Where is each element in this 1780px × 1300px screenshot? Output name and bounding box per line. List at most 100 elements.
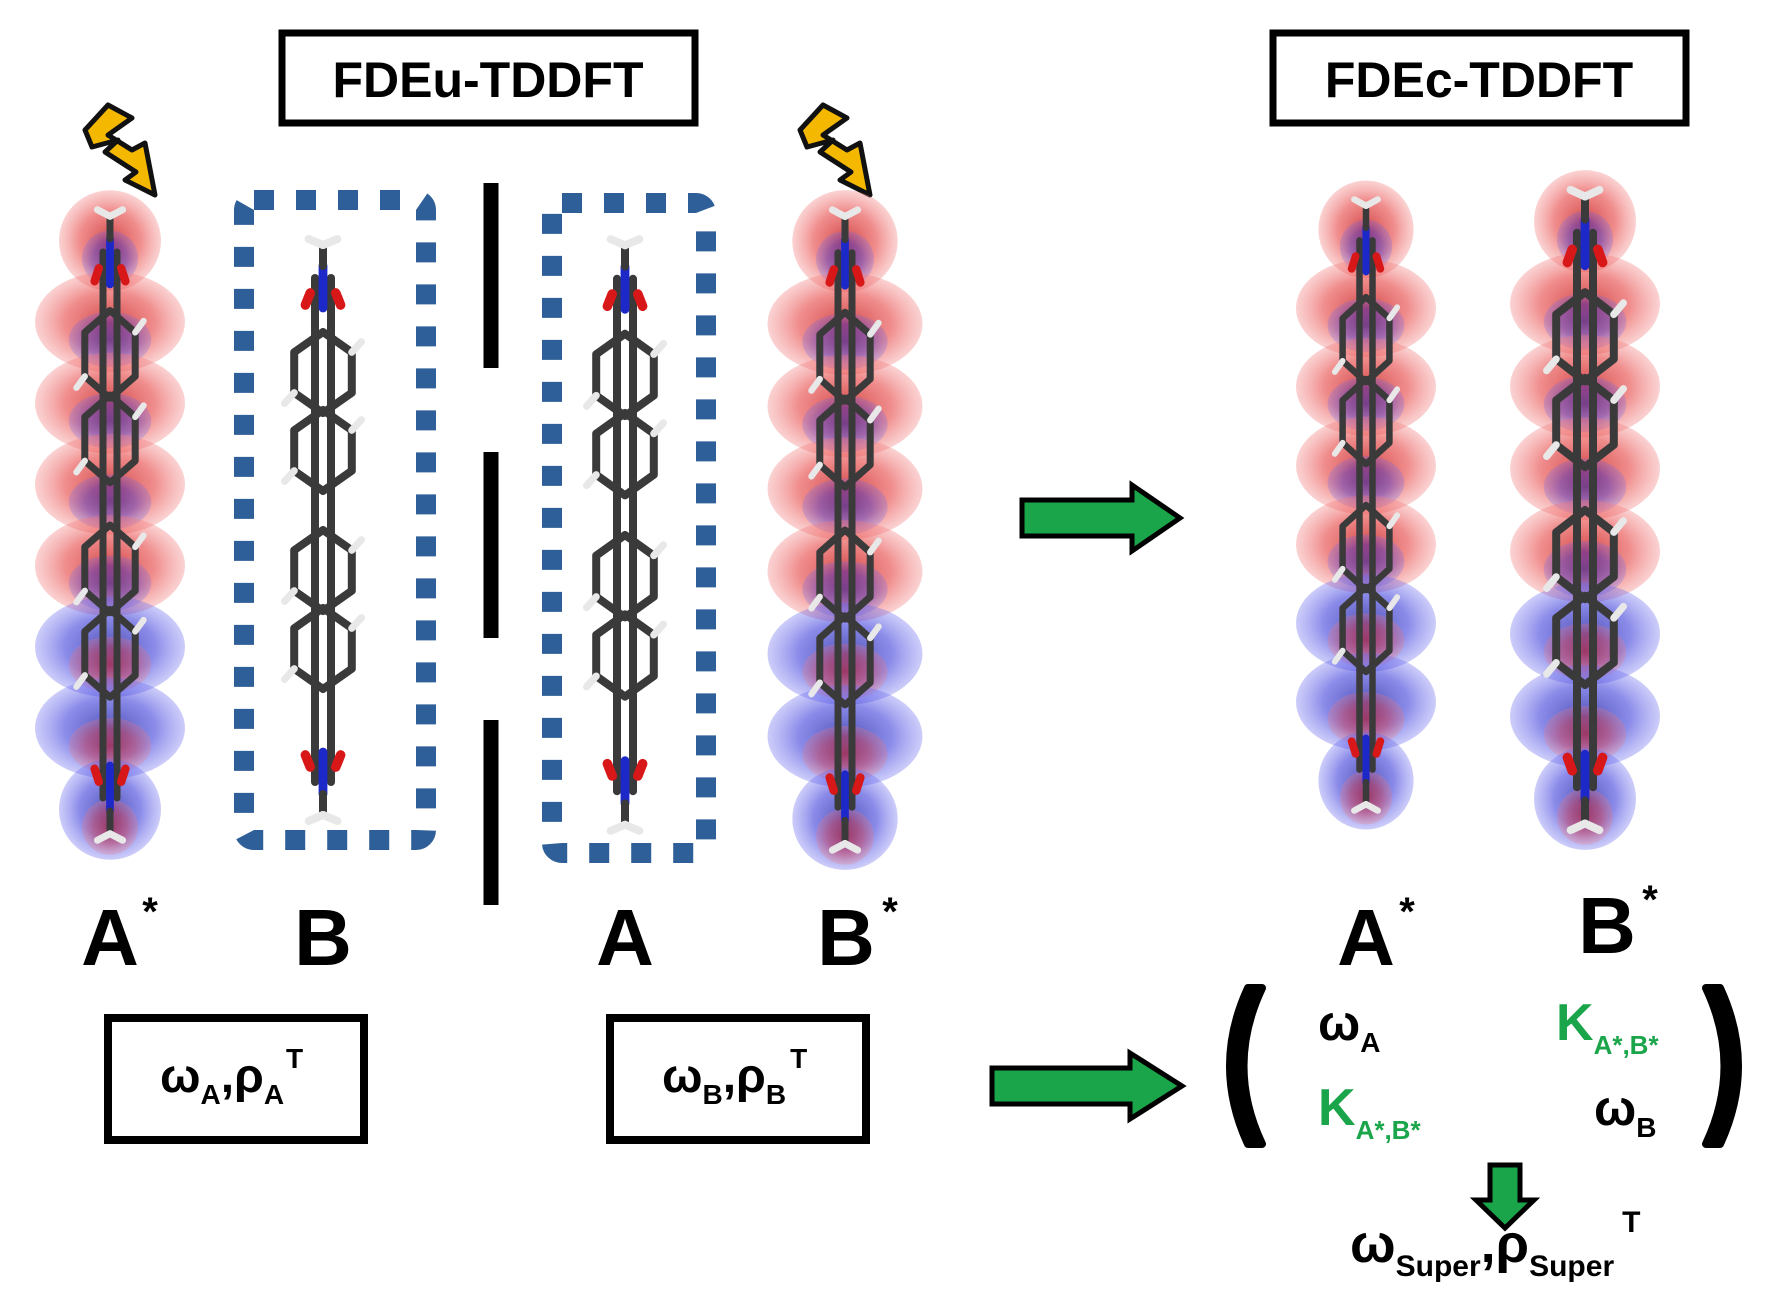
oxygen-atom [852, 773, 865, 795]
hydrogen-atom [1362, 196, 1381, 209]
carbon-ring [290, 328, 356, 417]
hydrogen-atom [1386, 512, 1401, 530]
density-lobe-negative [1543, 458, 1627, 515]
super-result: ωSuper,ρSuperT [1350, 1206, 1640, 1283]
hydrogen-atom [73, 587, 88, 606]
density-lobe-positive [802, 726, 888, 783]
hydrogen-atom [1386, 386, 1401, 404]
header-fdeu: FDEu-TDDFT [278, 29, 699, 127]
oxygen-atom [1562, 244, 1577, 268]
hydrogen-atom [1362, 801, 1381, 814]
hydrogen-atom [1331, 647, 1346, 665]
svg-text:*: * [882, 890, 898, 934]
label-right-B-star: B * [1578, 878, 1658, 970]
density-lobe-negative [1327, 455, 1405, 510]
lightning-bolt-icon [82, 102, 158, 198]
frozen-frame-B [234, 190, 436, 850]
oxygen-atom [1593, 244, 1608, 268]
hydrogen-atom [281, 665, 298, 683]
carbon-ring [592, 329, 658, 421]
matrix-a21: KA*,B* [1318, 1079, 1421, 1145]
matrix-right-bracket [1702, 984, 1742, 1148]
svg-text:*: * [1399, 890, 1415, 934]
hydrogen-atom [106, 206, 127, 220]
hydrogen-atom [808, 461, 823, 480]
hydrogen-atom [281, 467, 298, 485]
hydrogen-atom [582, 593, 600, 612]
hydrogen-atom [808, 375, 823, 394]
oxygen-atom [602, 289, 618, 312]
header-fdeu-text: FDEu-TDDFT [332, 52, 643, 108]
result-box-A: ωA,ρAT [104, 1014, 368, 1144]
matrix-a11: ωA [1318, 995, 1380, 1058]
label-mid-A: A [596, 893, 654, 982]
oxygen-atom [116, 264, 130, 286]
frozen-frame-A [542, 193, 716, 863]
hydrogen-atom [621, 820, 644, 835]
hydrogen-atom [1542, 659, 1560, 678]
hydrogen-atom [1610, 385, 1628, 404]
label-mid-B-star: B * [817, 890, 898, 982]
hydrogen-atom [73, 373, 88, 391]
density-lobe-negative [68, 474, 152, 530]
molecule-B-coupled-density [1510, 170, 1660, 850]
hydrogen-atom [650, 620, 668, 639]
density-lobe-positive [1543, 706, 1627, 763]
hydrogen-atom [1610, 602, 1628, 622]
hydrogen-atom [348, 416, 365, 434]
hydrogen-atom [867, 537, 882, 556]
label-left-B: B [294, 893, 352, 982]
hydrogen-atom [73, 457, 88, 476]
hydrogen-atom [1386, 594, 1401, 612]
hydrogen-atom [281, 587, 298, 605]
hydrogen-atom [621, 235, 644, 250]
hydrogen-atom [1331, 439, 1346, 457]
hydrogen-atom [582, 391, 600, 410]
hydrogen-atom [808, 593, 823, 612]
oxygen-atom [116, 764, 130, 786]
density-lobe-negative [802, 478, 888, 535]
oxygen-atom [1372, 252, 1385, 273]
down-arrow-icon [1469, 1162, 1541, 1232]
density-lobe-negative [802, 396, 888, 453]
hydrogen-atom [650, 419, 668, 438]
hydrogen-atom [1331, 357, 1346, 375]
hydrogen-atom [867, 623, 882, 642]
molecule-B-ground [281, 235, 365, 825]
hydrogen-atom [1581, 819, 1604, 835]
hydrogen-atom [841, 206, 862, 220]
matrix-a12: KA*,B* [1556, 994, 1659, 1060]
coupling-matrix: ωA KA*,B* KA*,B* ωB [1226, 984, 1742, 1148]
hydrogen-atom [1581, 185, 1604, 201]
svg-text:B: B [817, 893, 875, 982]
oxygen-atom [1593, 752, 1608, 776]
hydrogen-atom [132, 402, 147, 421]
density-lobe-positive [68, 718, 152, 774]
svg-text:A: A [1337, 893, 1395, 982]
label-right-A-star: A * [1337, 890, 1415, 982]
hydrogen-atom [1331, 565, 1346, 583]
oxygen-atom [90, 264, 104, 286]
svg-text:*: * [142, 890, 158, 934]
hydrogen-atom [867, 405, 882, 424]
hydrogen-atom [582, 471, 600, 490]
hydrogen-atom [650, 541, 668, 560]
matrix-a22: ωB [1594, 1080, 1656, 1143]
hydrogen-atom [73, 672, 88, 690]
hydrogen-atom [1542, 573, 1560, 593]
molecule-A-coupled-density [1296, 180, 1436, 830]
hydrogen-atom [132, 616, 147, 635]
hydrogen-atom [348, 338, 365, 356]
hydrogen-atom [1542, 355, 1560, 375]
hydrogen-atom [281, 389, 298, 407]
right-arrow-icon [1019, 480, 1185, 556]
oxygen-atom [825, 265, 838, 287]
density-lobe-negative [68, 393, 152, 449]
svg-text:*: * [1642, 878, 1658, 922]
density-lobe-negative [1327, 377, 1405, 431]
svg-text:A: A [81, 893, 139, 982]
header-fdec: FDEc-TDDFT [1269, 29, 1690, 127]
density-lobe-positive [1327, 692, 1405, 746]
oxygen-atom [602, 758, 618, 781]
